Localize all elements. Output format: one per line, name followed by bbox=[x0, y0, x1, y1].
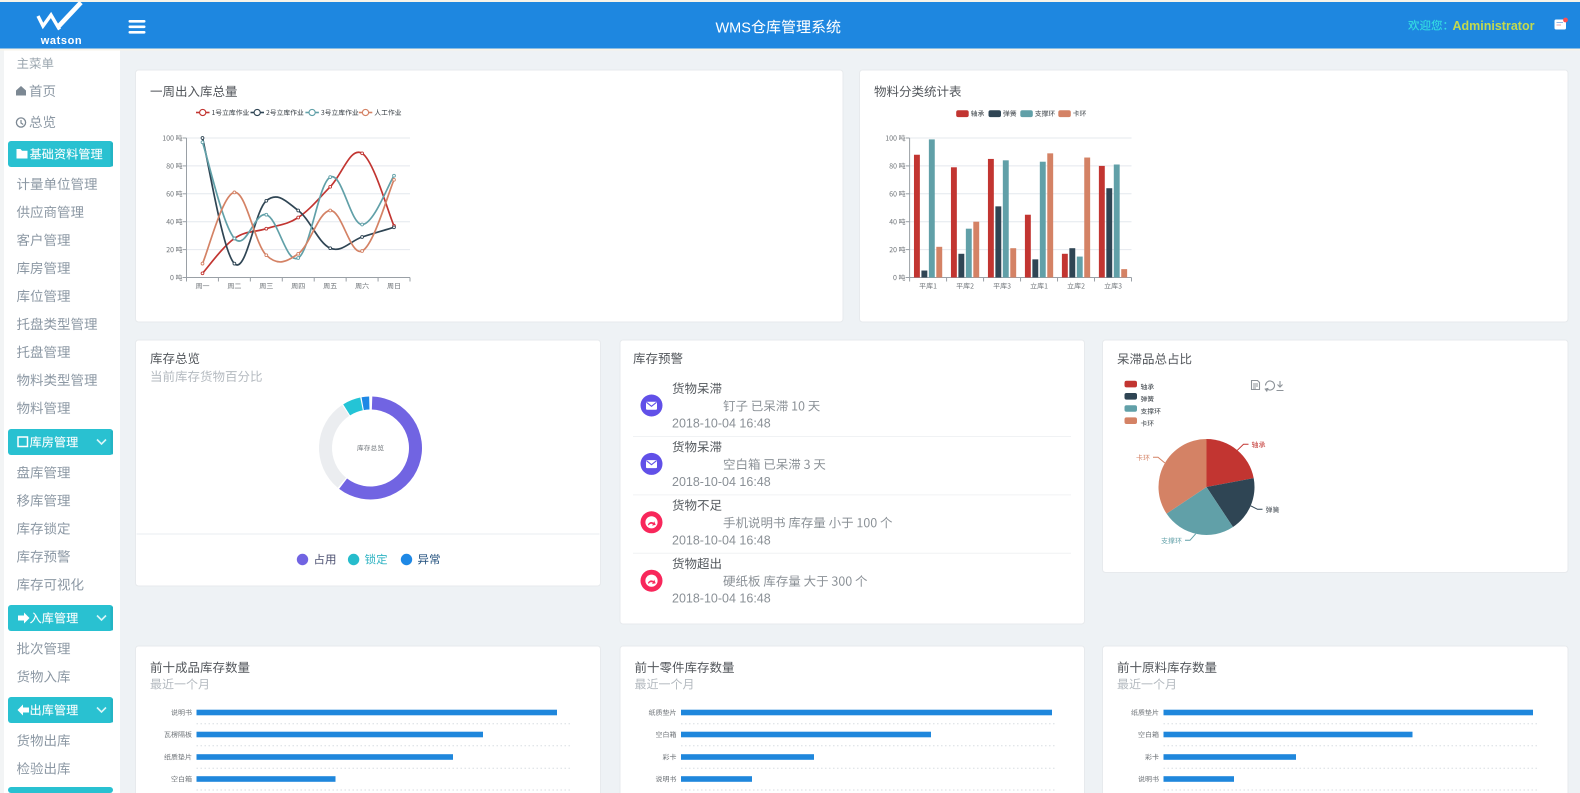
svg-text:2018-10-04 16:48: 2018-10-04 16:48 bbox=[672, 592, 771, 606]
svg-text:2018-10-04 16:48: 2018-10-04 16:48 bbox=[672, 533, 771, 547]
svg-text:2018-10-04 16:48: 2018-10-04 16:48 bbox=[672, 417, 771, 431]
svg-text:Administrator: Administrator bbox=[1453, 19, 1535, 33]
svg-text:WMS: WMS bbox=[716, 20, 751, 36]
svg-text:watson: watson bbox=[40, 35, 83, 47]
svg-text:2018-10-04 16:48: 2018-10-04 16:48 bbox=[672, 475, 771, 489]
